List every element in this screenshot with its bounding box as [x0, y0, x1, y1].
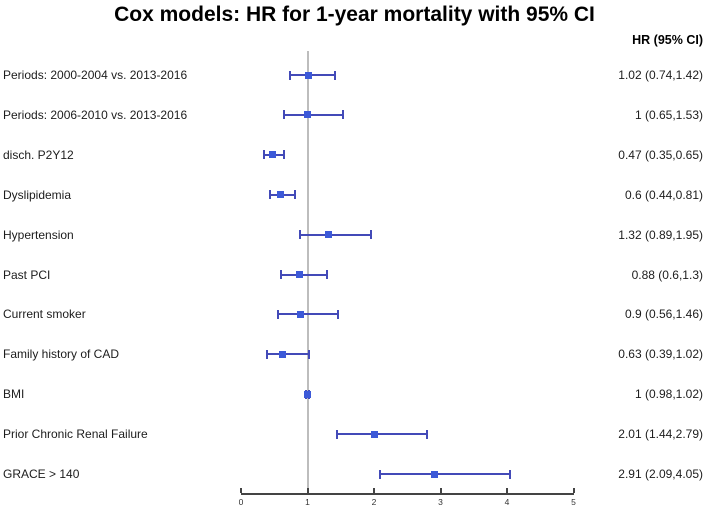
row-label: disch. P2Y12 [3, 147, 74, 162]
hr-value-label: 0.9 (0.56,1.46) [624, 307, 703, 322]
ci-cap-right [425, 429, 428, 439]
axis-tick [506, 488, 508, 493]
ci-cap-right [341, 110, 344, 120]
ci-cap-right [326, 270, 329, 279]
row-label: Hypertension [3, 227, 74, 242]
hr-marker [277, 191, 285, 199]
ci-bar [379, 473, 511, 475]
chart-title: Cox models: HR for 1-year mortality with… [114, 3, 595, 26]
row-label: Past PCI [3, 267, 51, 282]
ci-cap-right [509, 469, 512, 479]
ci-cap-left [283, 110, 286, 120]
hr-value-label: 0.6 (0.44,0.81) [624, 187, 703, 202]
ci-cap-left [265, 349, 268, 359]
row-label: Periods: 2006-2010 vs. 2013-2016 [3, 107, 188, 122]
axis-tick-label: 4 [504, 497, 510, 507]
ci-cap-left [335, 429, 338, 439]
row-label: Family history of CAD [3, 347, 120, 362]
hr-marker [297, 310, 305, 318]
hr-marker [431, 470, 438, 478]
row-label: GRACE > 140 [3, 467, 80, 481]
axis-tick [572, 488, 575, 493]
axis-tick [439, 488, 442, 493]
ci-cap-left [378, 469, 381, 479]
axis-tick-label: 3 [438, 497, 443, 507]
ci-bar [280, 273, 328, 276]
ci-bar [284, 113, 343, 116]
axis-tick-label: 0 [238, 497, 244, 507]
hr-value-label: 1.02 (0.74,1.42) [618, 68, 703, 82]
ci-cap-left [277, 309, 280, 319]
ci-bar [300, 233, 371, 236]
hr-marker [279, 350, 287, 358]
ci-cap-left [269, 190, 272, 200]
axis-tick-label: 5 [571, 497, 576, 507]
ci-cap-left [263, 150, 266, 160]
row-label: Periods: 2000-2004 vs. 2013-2016 [3, 68, 188, 82]
axis-tick [240, 488, 242, 493]
ci-bar [290, 74, 336, 76]
ci-cap-left [289, 70, 292, 80]
reference-line [306, 51, 309, 494]
ci-cap-left [279, 270, 282, 279]
ci-cap-right [293, 190, 296, 200]
ci-bar [336, 433, 427, 436]
row-label: BMI [3, 387, 25, 402]
ci-bar [266, 353, 309, 356]
row-label: Current smoker [3, 307, 86, 322]
hr-marker [268, 151, 276, 159]
ci-cap-right [334, 70, 337, 80]
ci-bar [278, 313, 339, 316]
ci-cap-right [369, 230, 372, 240]
hr-marker [305, 71, 313, 79]
ci-cap-right [283, 150, 286, 160]
axis-tick [306, 488, 309, 493]
hr-marker [296, 271, 304, 278]
row-label: Dyslipidemia [3, 187, 72, 202]
ci-cap-left [299, 230, 302, 240]
axis-tick [373, 488, 375, 493]
ci-cap-right [307, 349, 310, 359]
hr-marker [325, 231, 333, 239]
hr-column-header: HR (95% CI) [632, 33, 703, 47]
row-label: Prior Chronic Renal Failure [3, 427, 148, 442]
hr-value-label: 2.01 (1.44,2.79) [618, 427, 703, 442]
hr-value-label: 0.88 (0.6,1.3) [631, 267, 703, 282]
hr-value-label: 0.63 (0.39,1.02) [618, 347, 703, 362]
hr-value-label: 1 (0.98,1.02) [634, 387, 703, 402]
hr-marker [304, 390, 311, 398]
hr-value-label: 2.91 (2.09,4.05) [618, 467, 703, 481]
axis-tick-label: 1 [305, 497, 310, 507]
ci-cap-right [337, 309, 340, 319]
hr-value-label: 1 (0.65,1.53) [634, 107, 703, 122]
axis-tick-label: 2 [371, 497, 377, 507]
hr-value-label: 1.32 (0.89,1.95) [618, 227, 703, 242]
hr-value-label: 0.47 (0.35,0.65) [618, 147, 703, 162]
hr-marker [371, 430, 379, 438]
hr-marker [304, 111, 311, 119]
x-axis-line [241, 493, 574, 495]
